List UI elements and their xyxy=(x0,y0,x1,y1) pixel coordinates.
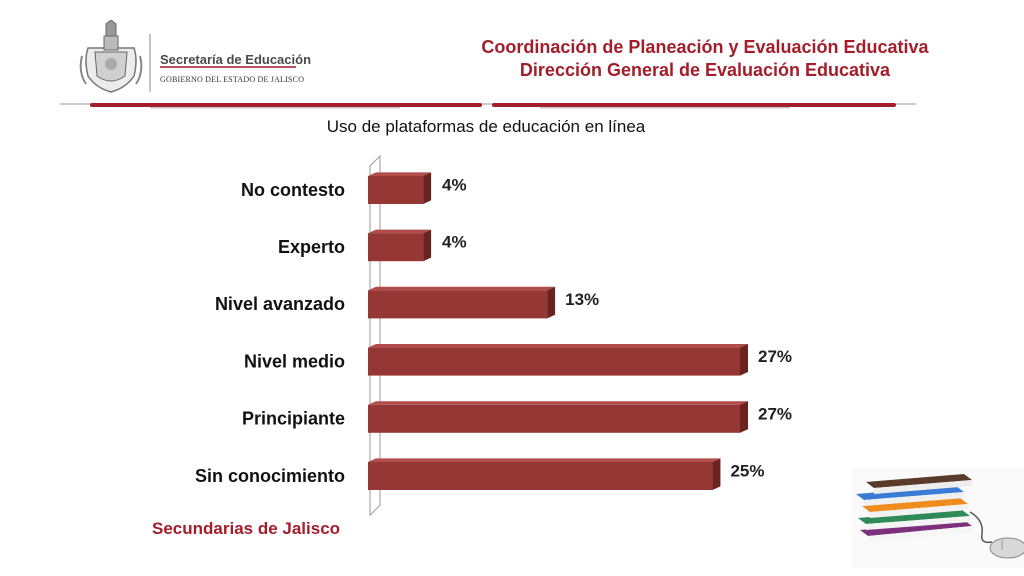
category-label: Nivel avanzado xyxy=(215,294,345,314)
bar-group: No contesto 4% xyxy=(241,172,467,204)
category-label: Principiante xyxy=(242,409,345,429)
data-label: 4% xyxy=(442,175,467,194)
bar xyxy=(368,462,713,490)
bar-top xyxy=(368,172,432,176)
header-divider xyxy=(60,103,916,109)
data-label: 13% xyxy=(565,290,599,309)
header-line-2: Dirección General de Evaluación Educativ… xyxy=(519,60,891,80)
bar-group: Nivel avanzado 13% xyxy=(215,286,599,319)
header-line-1: Coordinación de Planeación y Evaluación … xyxy=(481,37,929,57)
data-label: 27% xyxy=(758,347,792,366)
books-icon xyxy=(852,468,1024,568)
bar-side xyxy=(547,286,556,319)
bar xyxy=(368,404,740,433)
bar-group: Principiante 27% xyxy=(242,401,792,433)
bar-side xyxy=(740,401,748,433)
bar-top xyxy=(368,401,748,405)
bar-group: Nivel medio 27% xyxy=(244,344,792,376)
chart-title: Uso de plataformas de educación en línea xyxy=(327,117,646,136)
bar-top xyxy=(368,458,721,462)
bar-side xyxy=(712,458,721,490)
bar-side xyxy=(740,344,748,376)
bar-group: Sin conocimiento 25% xyxy=(195,458,764,490)
data-label: 27% xyxy=(758,404,792,423)
footer-label: Secundarias de Jalisco xyxy=(152,519,341,538)
bar xyxy=(368,233,424,262)
bar-side xyxy=(423,229,432,262)
bar-group: Experto 4% xyxy=(278,229,467,262)
category-label: Experto xyxy=(278,237,345,257)
bar-top xyxy=(368,286,556,291)
bar xyxy=(368,290,548,319)
chart-bars: No contesto 4%Experto 4%Nivel avanzado 13%N… xyxy=(195,172,792,490)
data-label: 25% xyxy=(730,461,764,480)
bar xyxy=(368,347,740,376)
crest-icon xyxy=(79,20,143,93)
logo-subtitle: GOBIERNO DEL ESTADO DE JALISCO xyxy=(160,75,305,84)
header: Coordinación de Planeación y Evaluación … xyxy=(440,36,970,82)
data-label: 4% xyxy=(442,233,467,252)
logo-title: Secretaría de Educación xyxy=(160,52,312,67)
bar xyxy=(368,176,424,204)
bar-top xyxy=(368,229,432,234)
bar-side xyxy=(423,172,432,204)
category-label: Sin conocimiento xyxy=(195,466,345,486)
category-label: Nivel medio xyxy=(244,351,345,371)
category-label: No contesto xyxy=(241,180,345,200)
logo xyxy=(79,20,296,93)
bar-top xyxy=(368,344,748,348)
